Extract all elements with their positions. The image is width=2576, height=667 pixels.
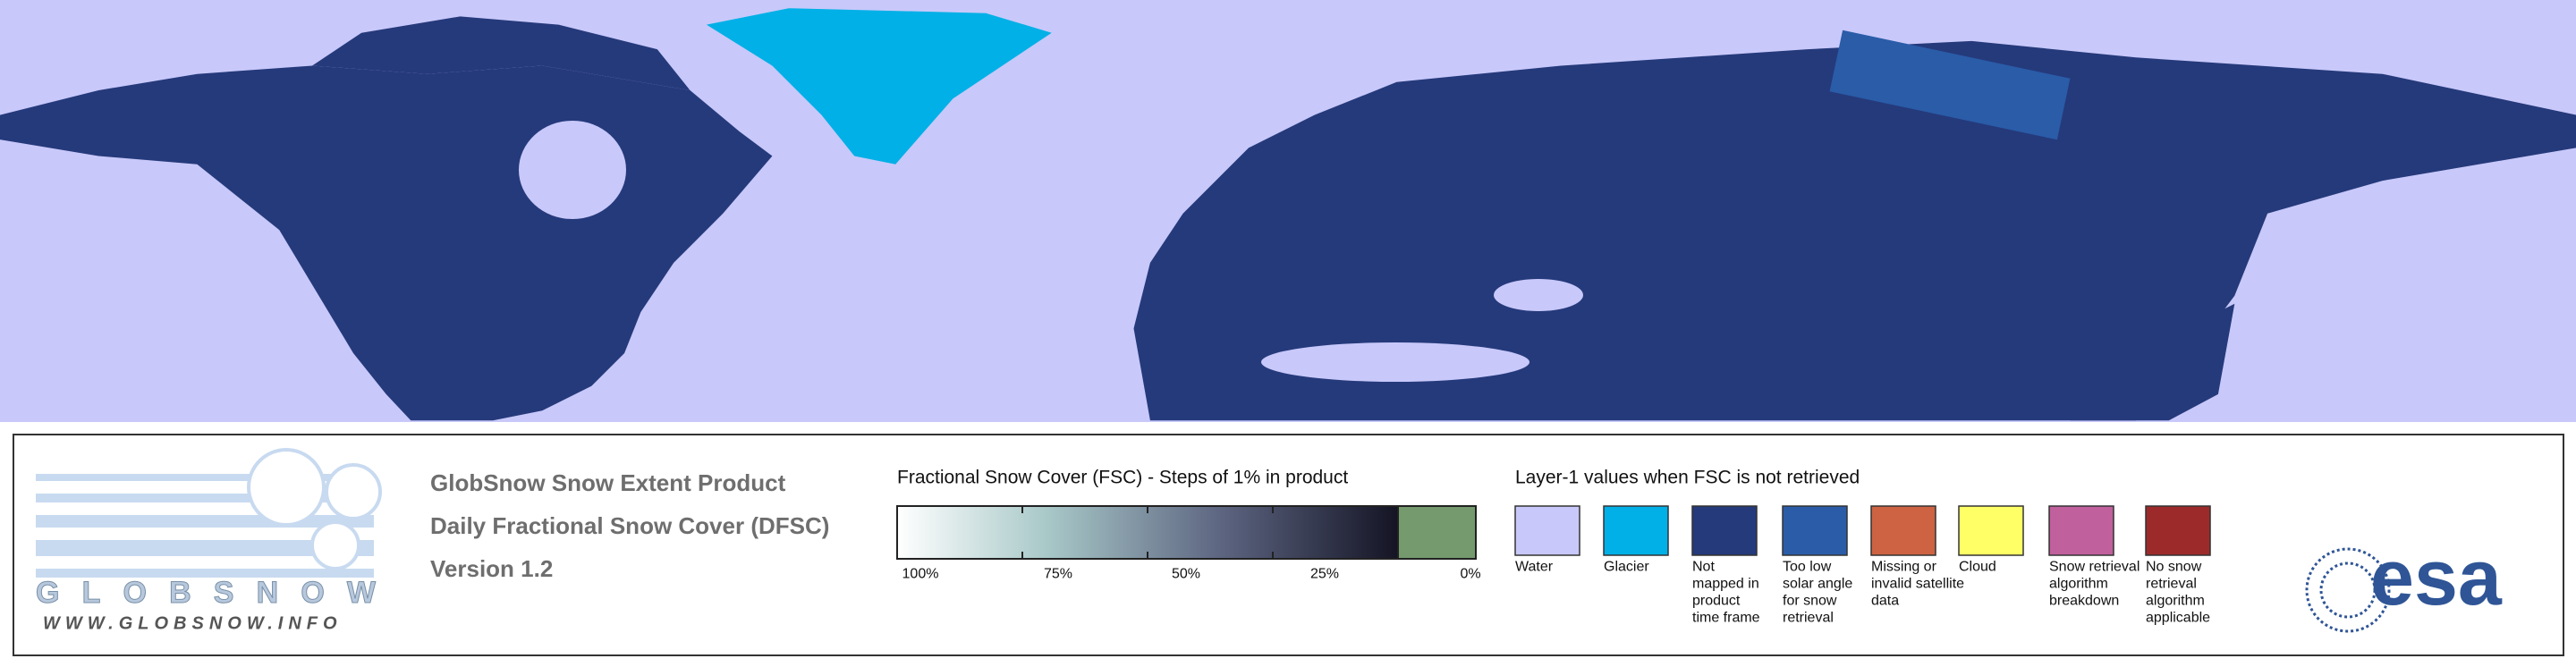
- mediterranean: [1261, 342, 1530, 382]
- layer1-label: Glacier: [1604, 559, 1649, 574]
- layer1-label: data: [1871, 593, 1899, 608]
- layer1-label: Water: [1515, 559, 1554, 574]
- layer1-label: invalid satellite: [1871, 576, 1964, 591]
- landmass: [312, 16, 691, 90]
- layer1-swatch: [2048, 505, 2114, 556]
- layer1-label: Snow retrieval: [2049, 559, 2140, 574]
- logo-stripe: [36, 474, 374, 481]
- esa-ring: [2319, 561, 2377, 619]
- esa-logo: esa: [2305, 533, 2503, 633]
- layer1-label: Not: [1692, 559, 1715, 574]
- map-land: [0, 8, 2576, 421]
- layer1-label: time frame: [1692, 610, 1760, 625]
- layer1-swatch: [1782, 505, 1848, 556]
- layer1-label: breakdown: [2049, 593, 2119, 608]
- fsc-tick-label: 75%: [1044, 566, 1072, 581]
- layer1-label: algorithm: [2049, 576, 2108, 591]
- logo-snowflake: [325, 463, 382, 520]
- layer1-label: retrieval: [1783, 610, 1834, 625]
- fsc-tick-label: 50%: [1172, 566, 1200, 581]
- product-info: GlobSnow Snow Extent Product Daily Fracti…: [430, 469, 829, 582]
- esa-wordmark: esa: [2370, 533, 2503, 621]
- layer1-legend: Water Glacier Not mapped in product time fram…: [1514, 505, 2211, 625]
- layer1-swatch: [1603, 505, 1669, 556]
- layer1-title: Layer-1 values when FSC is not retrieved: [1515, 467, 1860, 487]
- layer1-swatch: [1958, 505, 2024, 556]
- logo-snowflake: [247, 448, 326, 527]
- logo-stripe: [36, 540, 374, 556]
- product-line: Daily Fractional Snow Cover (DFSC): [430, 512, 829, 539]
- layer1-label: No snow: [2146, 559, 2202, 574]
- layer1-swatch: [1870, 505, 1936, 556]
- layer1-label: solar angle: [1783, 576, 1852, 591]
- landmass: [1133, 40, 2576, 421]
- logo-snowflake: [310, 520, 360, 570]
- layer1-label: for snow: [1783, 593, 1837, 608]
- product-line: Version 1.2: [430, 555, 553, 582]
- layer1-label: product: [1692, 593, 1741, 608]
- layer1-swatch: [1514, 505, 1580, 556]
- layer1-label: Too low: [1783, 559, 1832, 574]
- fsc-title: Fractional Snow Cover (FSC) - Steps of 1…: [897, 467, 1348, 487]
- logo-url: WWW.GLOBSNOW.INFO: [43, 614, 343, 634]
- landmass: [2070, 303, 2235, 421]
- hudson-bay: [519, 121, 626, 219]
- layer1-label: retrieval: [2146, 576, 2197, 591]
- layer1-label: mapped in: [1692, 576, 1759, 591]
- fsc-gradient: [896, 505, 1399, 560]
- fsc-no-snow: [1397, 505, 1477, 560]
- greenland: [706, 8, 1052, 165]
- product-line: GlobSnow Snow Extent Product: [430, 469, 786, 496]
- fsc-ticks: 100% 75% 50% 25% 0%: [902, 506, 1481, 581]
- fsc-tick-label: 100%: [902, 566, 939, 581]
- esa-ring: [2305, 547, 2391, 633]
- layer1-label: Cloud: [1959, 559, 1996, 574]
- logo-stripe: [36, 569, 374, 578]
- fsc-tick-label: 25%: [1310, 566, 1339, 581]
- layer1-label: algorithm: [2146, 593, 2205, 608]
- layer1-swatch: [2145, 505, 2211, 556]
- logo-stripe: [36, 494, 374, 502]
- fsc-tick-label: 0%: [1460, 566, 1480, 581]
- layer1-swatch: [1691, 505, 1758, 556]
- layer1-label: Missing or: [1871, 559, 1937, 574]
- black-sea: [1494, 279, 1583, 311]
- layer1-label: applicable: [2146, 610, 2210, 625]
- tibet-low-sun: [1829, 30, 2071, 140]
